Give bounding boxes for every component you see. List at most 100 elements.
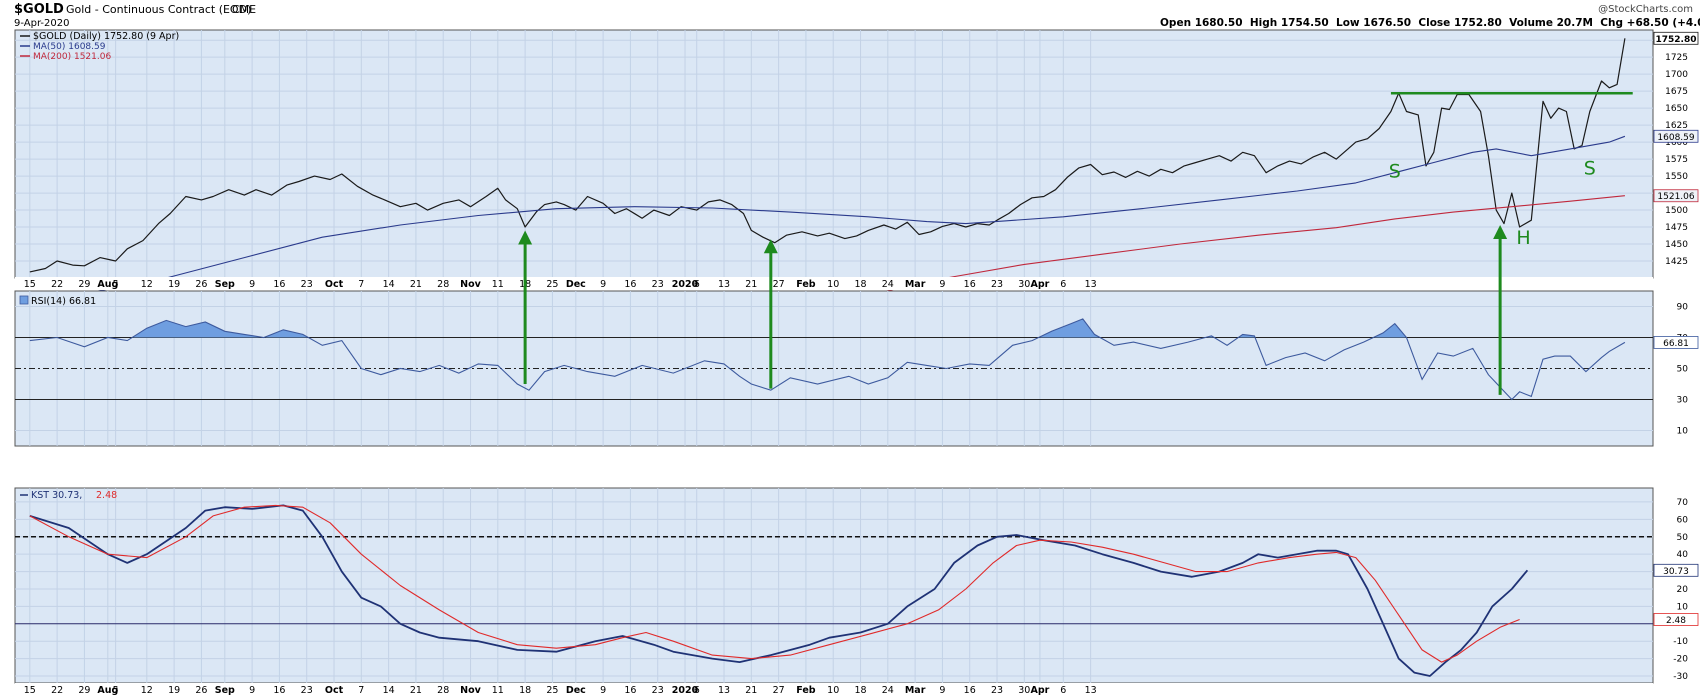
last-label-ma50: 1608.59: [1653, 129, 1699, 143]
x-tick-label: 9: [249, 279, 255, 290]
x-tick-label: 9: [939, 279, 945, 290]
x-tick-label: 25: [546, 279, 558, 290]
legend-kst: KST 30.73,: [31, 490, 82, 501]
legend-price: $GOLD (Daily) 1752.80 (9 Apr): [33, 31, 179, 42]
x-tick-label: 15: [24, 279, 36, 290]
x-tick-label: 15: [24, 685, 36, 696]
price-y-tick: 1425: [1665, 257, 1688, 267]
x-tick-label: 26: [195, 685, 207, 696]
x-tick-label: 5: [113, 685, 119, 696]
kst-y-tick: 70: [1677, 498, 1689, 508]
x-tick-label: 23: [652, 279, 664, 290]
x-tick-label: 9: [249, 685, 255, 696]
last-label-kst: 30.73: [1653, 563, 1699, 577]
x-tick-label: Oct: [325, 685, 344, 696]
series-signal-line: [29, 504, 1520, 663]
x-tick-label: 10: [827, 685, 839, 696]
last-label-text: 2.48: [1666, 616, 1686, 626]
x-tick-label: 23: [301, 685, 313, 696]
x-tick-label: 30: [1018, 279, 1030, 290]
x-tick-label: 18: [519, 685, 531, 696]
series-price-line: [29, 38, 1626, 273]
rsi-panel: 103050709066.81 RSI(14) 66.81: [14, 290, 1699, 447]
x-tick-label: 13: [718, 685, 730, 696]
arrow-head: [518, 230, 533, 245]
x-tick-label: 23: [301, 279, 313, 290]
x-tick-label: Sep: [215, 279, 235, 290]
x-tick-label: Sep: [215, 685, 235, 696]
series-kst-line: [29, 504, 1529, 677]
header-date: 9-Apr-2020: [14, 18, 69, 29]
x-tick-label: 12: [141, 685, 153, 696]
kst-y-tick: 60: [1677, 515, 1689, 525]
price-panel: 1425145014751500152515501575160016251650…: [14, 29, 1699, 310]
x-tick-label: Dec: [566, 685, 586, 696]
price-y-tick: 1625: [1665, 121, 1688, 131]
x-tick-label: 22: [51, 685, 63, 696]
up-arrow-2: [763, 239, 778, 389]
kst-panel: -30-20-101020304050607030.732.48 KST 30.…: [14, 487, 1699, 684]
legend-kst-signal: 2.48: [96, 490, 117, 501]
price-y-tick: 1600: [1665, 138, 1688, 148]
pattern-label-s: S: [1584, 158, 1596, 180]
up-arrow-3: [1493, 225, 1508, 395]
x-tick-label: 21: [410, 685, 422, 696]
x-tick-label: Aug: [97, 279, 118, 290]
header-exchange: CME: [232, 3, 256, 16]
x-tick-label: 11: [492, 685, 504, 696]
x-tick-label: Oct: [325, 279, 344, 290]
pattern-label-s: S: [1389, 160, 1401, 182]
header-name: Gold - Continuous Contract (EOD): [66, 3, 251, 16]
x-tick-label: 23: [991, 685, 1003, 696]
last-label-rsi: 66.81: [1653, 336, 1699, 349]
last-label-signal: 2.48: [1653, 613, 1699, 626]
price-y-tick: 1700: [1665, 70, 1688, 80]
x-tick-label: 13: [1085, 279, 1097, 290]
last-label-text: 30.73: [1663, 567, 1689, 577]
price-y-tick: 1475: [1665, 223, 1688, 233]
legend-ma50: MA(50) 1608.59: [33, 42, 106, 52]
x-tick-label: 5: [113, 279, 119, 290]
price-y-tick: 1575: [1665, 155, 1688, 165]
x-tick-label: 25: [546, 685, 558, 696]
price-y-tick: 1500: [1665, 206, 1688, 216]
kst-y-tick: -20: [1673, 655, 1688, 665]
x-tick-label: 19: [168, 279, 180, 290]
header-symbol: $GOLD: [14, 2, 64, 17]
price-y-tick: 1650: [1665, 104, 1688, 114]
series-ma50-line: [29, 135, 1626, 305]
x-tick-label: 14: [383, 685, 395, 696]
rsi-y-tick: 50: [1677, 365, 1689, 375]
price-y-tick: 1675: [1665, 87, 1688, 97]
x-tick-label: 16: [624, 279, 636, 290]
x-tick-label: Apr: [1030, 685, 1049, 696]
last-label-box: [1653, 129, 1699, 143]
x-tick-label: 16: [273, 279, 285, 290]
last-label-box: [1653, 31, 1699, 45]
pattern-label-h: H: [1516, 227, 1530, 249]
price-y-tick: 1450: [1665, 240, 1688, 250]
price-y-tick: 1725: [1665, 53, 1688, 63]
last-label-text: 1608.59: [1657, 133, 1694, 143]
last-label-box: [1653, 613, 1699, 626]
x-tick-label: 21: [745, 279, 757, 290]
x-tick-label: 9: [600, 279, 606, 290]
kst-legend: KST 30.73, 2.48: [20, 490, 117, 501]
kst-y-tick: 50: [1677, 533, 1689, 543]
x-tick-label: 24: [882, 685, 894, 696]
x-tick-label: Feb: [796, 685, 816, 696]
x-tick-label: 26: [195, 279, 207, 290]
x-tick-label: 6: [1060, 279, 1066, 290]
x-tick-label: 21: [410, 279, 422, 290]
price-y-tick: 1550: [1665, 172, 1688, 182]
x-tick-label: 14: [383, 279, 395, 290]
x-tick-label: Mar: [905, 685, 926, 696]
last-label-ma200: 1521.06: [1653, 189, 1699, 202]
x-tick-label: 9: [600, 685, 606, 696]
x-tick-label: 21: [745, 685, 757, 696]
x-tick-label: 13: [718, 279, 730, 290]
x-tick-label: 11: [492, 279, 504, 290]
series-rsi-line: [29, 318, 1626, 401]
x-tick-label: 23: [991, 279, 1003, 290]
legend-rsi: RSI(14) 66.81: [31, 296, 96, 307]
